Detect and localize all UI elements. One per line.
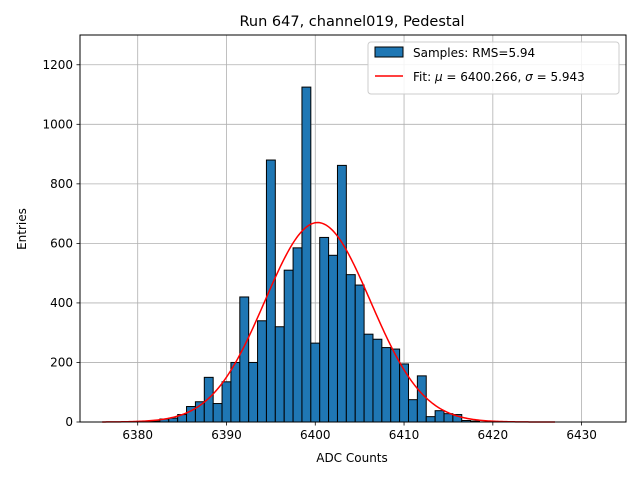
histogram-bar [425,416,436,423]
legend: Samples: RMS=5.94 Fit: μ = 6400.266, σ =… [367,41,620,95]
y-tick-label: 200 [50,355,73,369]
histogram-bar [345,274,356,423]
histogram-bar [407,399,418,423]
chart-title: Run 647, channel019, Pedestal [239,14,464,30]
histogram-bar [283,269,294,423]
histogram-bar [292,247,303,423]
histogram-bar [212,403,223,423]
y-tick-label: 600 [50,236,73,250]
x-axis-label: ADC Counts [316,451,388,465]
x-tick-label: 6390 [211,428,242,442]
histogram-bar [230,361,241,423]
histogram-bar [239,296,250,423]
gaussian-fit-curve [102,221,555,423]
x-axis-ticks: 6380 6390 6400 6410 6420 6430 [122,422,597,442]
histogram-bar [301,86,312,423]
histogram-bars [141,86,481,423]
histogram-bar [399,363,409,423]
x-tick-label: 6410 [389,428,420,442]
y-tick-label: 400 [50,296,73,310]
legend-label-fit: Fit: μ = 6400.266, σ = 5.943 [413,70,585,84]
x-tick-label: 6430 [566,428,597,442]
x-tick-label: 6380 [122,428,153,442]
histogram-bar [265,159,276,423]
histogram-bar [274,326,285,423]
y-tick-label: 1200 [42,58,73,72]
legend-patch-samples [374,46,404,58]
x-tick-label: 6420 [478,428,509,442]
y-axis-ticks: 0 200 400 600 800 1000 1200 [42,58,80,429]
y-tick-label: 0 [65,415,73,429]
histogram-bar [443,413,454,423]
histogram-bar [257,320,267,423]
histogram-bar [310,342,321,423]
histogram-bar [381,347,392,423]
histogram-bar [363,333,374,423]
histogram-bar [372,338,383,423]
y-tick-label: 1000 [42,117,73,131]
x-tick-label: 6400 [300,428,331,442]
legend-box [367,41,620,95]
y-axis-label: Entries [15,208,29,250]
histogram-bar [248,361,259,423]
histogram-bar [328,254,338,423]
histogram-bar [336,164,347,423]
y-tick-label: 800 [50,177,73,191]
legend-label-samples: Samples: RMS=5.94 [413,46,535,60]
histogram-bar [221,381,232,423]
histogram-bar [416,375,427,423]
histogram-bar [319,236,330,423]
plot-frame [79,34,627,423]
histogram-bar [203,376,214,423]
histogram-bar [434,410,445,423]
histogram-bar [354,284,365,423]
grid-lines [80,35,626,423]
